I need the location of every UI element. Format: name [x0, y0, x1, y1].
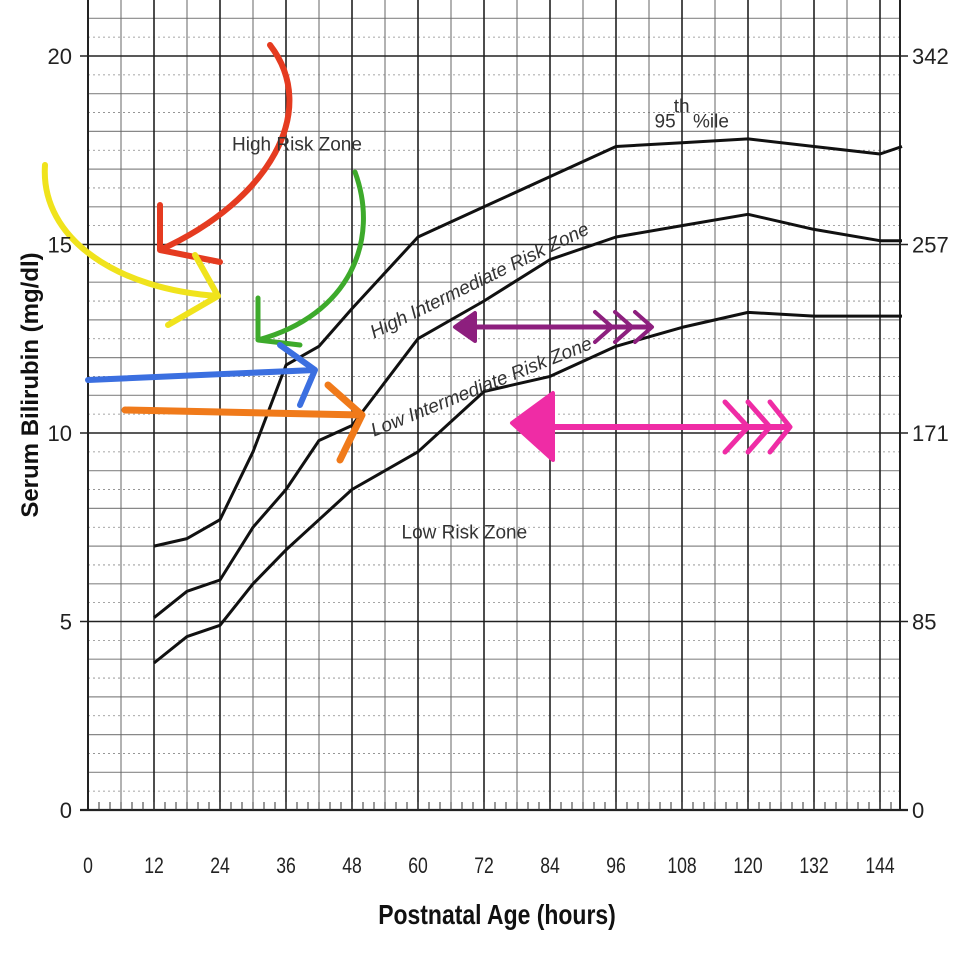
blue-arrow — [85, 342, 318, 408]
x-tick-label: 24 — [210, 854, 230, 878]
annotation-label: %ile — [693, 112, 729, 133]
x-tick-label: 84 — [540, 854, 560, 878]
y-tick-label: 0 — [60, 798, 72, 823]
x-tick-label: 48 — [342, 854, 362, 878]
series-line-1 — [153, 137, 903, 548]
x-tick-label: 108 — [667, 854, 696, 878]
x-tick-label: 12 — [144, 854, 164, 878]
y2-tick-label: 257 — [912, 233, 949, 258]
annotation-label: 95 — [655, 112, 676, 133]
annotation-label: High Risk Zone — [232, 134, 362, 155]
annotation-arrows — [41, 42, 793, 464]
y-axis-title: Serum Bilirubin (mg/dl) — [17, 252, 44, 517]
x-tick-label: 0 — [83, 854, 93, 878]
x-tick-label: 120 — [733, 854, 762, 878]
orange-arrow — [121, 381, 366, 464]
y-tick-label: 20 — [48, 44, 72, 69]
x-tick-label: 144 — [865, 854, 894, 878]
x-tick-label: 36 — [276, 854, 296, 878]
x-tick-label: 132 — [799, 854, 828, 878]
y2-tick-label: 85 — [912, 610, 936, 635]
pink-arrow — [510, 391, 793, 462]
annotation-label: th — [674, 97, 690, 118]
grid — [80, 0, 908, 812]
x-tick-label: 60 — [408, 854, 428, 878]
x-axis-title: Postnatal Age (hours) — [378, 900, 616, 931]
yellow-arrow — [41, 162, 221, 328]
series-line-3 — [153, 310, 902, 665]
x-tick-label: 96 — [606, 854, 626, 878]
y-tick-label: 5 — [60, 610, 72, 635]
x-tick-label: 72 — [474, 854, 494, 878]
red-arrow — [157, 42, 293, 265]
y2-tick-label: 342 — [912, 44, 949, 69]
y2-tick-label: 171 — [912, 421, 949, 446]
annotation-label: Low Risk Zone — [402, 523, 528, 544]
green-arrow — [255, 169, 366, 348]
y-tick-label: 15 — [48, 233, 72, 258]
purple-arrow — [453, 310, 654, 344]
y2-tick-label: 0 — [912, 798, 924, 823]
y-tick-label: 10 — [48, 421, 72, 446]
axes — [87, 0, 901, 810]
chart-labels: 0 12 24 36 48 60 72 84 96 108 120 132 144 0 5 10 15 20 0 85… — [17, 44, 949, 931]
series-group — [153, 137, 903, 665]
series-line-2 — [153, 212, 902, 619]
